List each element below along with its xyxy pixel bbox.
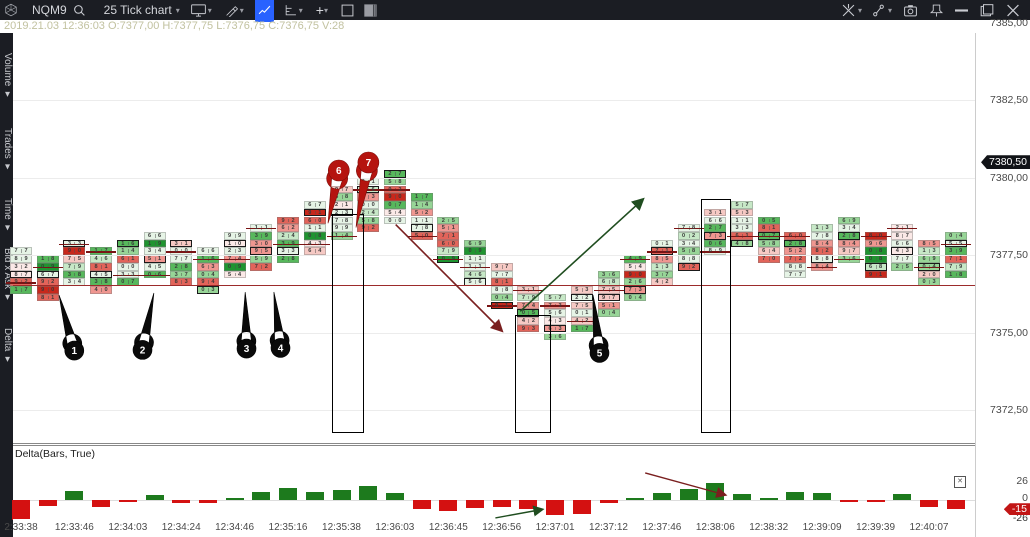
svg-text:4: 4 [278,343,284,354]
svg-text:1: 1 [72,346,78,357]
svg-text:2: 2 [140,345,146,356]
svg-text:3: 3 [243,344,249,355]
svg-text:6: 6 [336,166,342,177]
svg-text:5: 5 [597,348,603,359]
svg-text:7: 7 [365,158,371,169]
